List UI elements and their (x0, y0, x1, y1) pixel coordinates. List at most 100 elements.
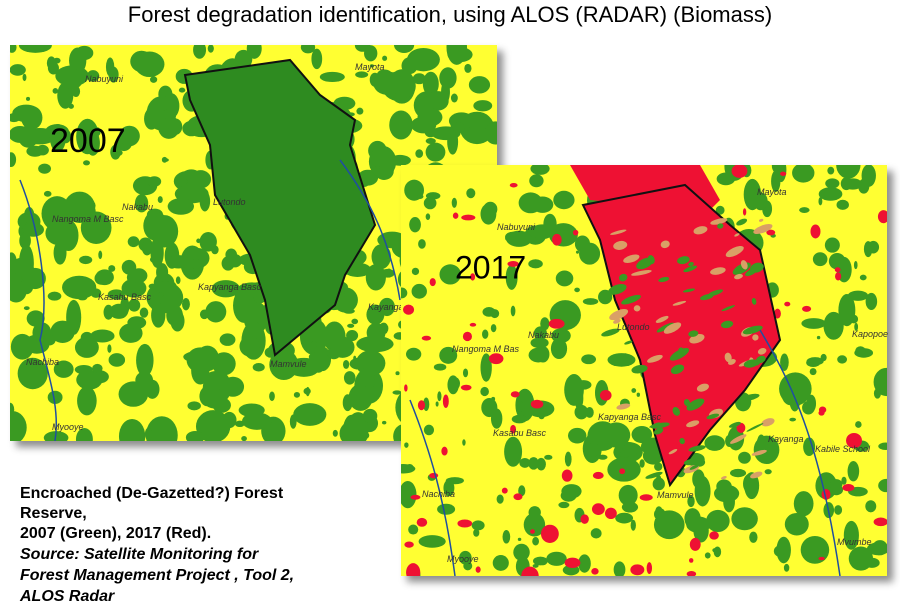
land-cover-patch (792, 165, 815, 183)
land-cover-patch (775, 165, 787, 183)
land-cover-patch (598, 289, 613, 305)
land-cover-patch (86, 70, 100, 82)
land-cover-patch (759, 218, 764, 222)
land-cover-patch (854, 322, 859, 331)
land-cover-patch (639, 494, 653, 501)
land-cover-patch (406, 563, 421, 576)
land-cover-patch (150, 236, 164, 268)
land-cover-patch (480, 77, 485, 84)
land-cover-patch (462, 331, 472, 342)
land-cover-patch (107, 289, 125, 300)
land-cover-patch (219, 333, 236, 346)
land-cover-patch (706, 413, 720, 420)
land-cover-patch (211, 245, 219, 255)
land-cover-patch (621, 294, 641, 305)
place-label: Nakabu (122, 202, 153, 212)
land-cover-patch (127, 316, 147, 329)
land-cover-patch (736, 218, 748, 226)
land-cover-patch (623, 254, 640, 263)
land-cover-patch (346, 329, 359, 342)
land-cover-patch (734, 233, 740, 237)
land-cover-patch (373, 71, 404, 95)
land-cover-patch (379, 297, 395, 317)
land-cover-patch (118, 125, 140, 147)
land-cover-patch (505, 264, 518, 290)
land-cover-patch (212, 352, 236, 376)
land-cover-patch (642, 446, 664, 465)
land-cover-patch (502, 529, 511, 544)
land-cover-patch (134, 194, 149, 213)
land-cover-patch (829, 479, 843, 490)
land-cover-patch (507, 260, 519, 267)
land-cover-patch (108, 66, 119, 83)
land-cover-patch (421, 335, 432, 341)
land-cover-patch (446, 45, 468, 65)
land-cover-patch (799, 207, 810, 213)
land-cover-patch (753, 192, 768, 211)
land-cover-patch (825, 178, 840, 189)
land-cover-patch (80, 211, 112, 245)
land-cover-patch (855, 346, 866, 356)
reserve-boundary (183, 58, 377, 357)
land-cover-patch (10, 113, 21, 123)
land-cover-patch (717, 223, 724, 229)
land-cover-patch (751, 449, 767, 456)
land-cover-patch (865, 500, 877, 513)
land-cover-patch (417, 107, 443, 127)
land-cover-patch (618, 484, 638, 506)
land-cover-patch (506, 230, 532, 247)
land-cover-patch (79, 255, 93, 265)
land-cover-patch (608, 284, 627, 295)
land-cover-patch (404, 442, 409, 448)
land-cover-patch (74, 336, 99, 358)
land-cover-patch (592, 471, 604, 480)
land-cover-patch (452, 212, 459, 219)
land-cover-patch (812, 252, 828, 267)
river (19, 179, 58, 441)
land-cover-patch (25, 96, 31, 101)
land-cover-patch (143, 210, 168, 241)
land-cover-patch (652, 477, 665, 491)
land-cover-patch (46, 56, 56, 70)
land-cover-patch (529, 174, 544, 188)
land-cover-patch (619, 448, 641, 457)
land-cover-patch (287, 357, 320, 377)
land-cover-patch (145, 416, 178, 441)
land-cover-patch (319, 71, 345, 83)
land-cover-patch (639, 459, 645, 468)
land-cover-patch (710, 218, 728, 225)
land-cover-patch (696, 383, 709, 392)
land-cover-patch (43, 334, 56, 346)
land-cover-patch (582, 298, 599, 305)
land-cover-patch (356, 107, 364, 115)
land-cover-patch (532, 537, 539, 546)
land-cover-patch (682, 288, 696, 293)
land-cover-patch (715, 205, 725, 215)
land-cover-patch (199, 190, 211, 212)
land-cover-patch (820, 353, 827, 362)
land-cover-patch (416, 517, 428, 527)
land-cover-patch (75, 427, 93, 441)
land-cover-patch (481, 397, 498, 418)
land-cover-patch (530, 399, 544, 409)
land-cover-patch (873, 388, 881, 399)
land-cover-patch (572, 229, 579, 236)
land-cover-patch (18, 45, 52, 53)
land-cover-patch (311, 340, 318, 348)
land-cover-patch (139, 307, 149, 318)
land-cover-patch (669, 347, 690, 361)
land-cover-patch (668, 449, 678, 455)
land-cover-patch (878, 478, 887, 493)
place-label: Mayota (757, 187, 787, 197)
land-cover-patch (19, 232, 31, 250)
land-cover-patch (694, 475, 711, 507)
land-cover-patch (564, 557, 581, 568)
land-cover-patch (810, 224, 821, 239)
land-cover-patch (369, 64, 374, 68)
land-cover-patch (530, 337, 549, 349)
land-cover-patch (834, 267, 841, 273)
land-cover-patch (356, 335, 394, 353)
land-cover-patch (599, 389, 612, 401)
land-cover-patch (588, 441, 599, 458)
land-cover-patch (24, 267, 46, 290)
